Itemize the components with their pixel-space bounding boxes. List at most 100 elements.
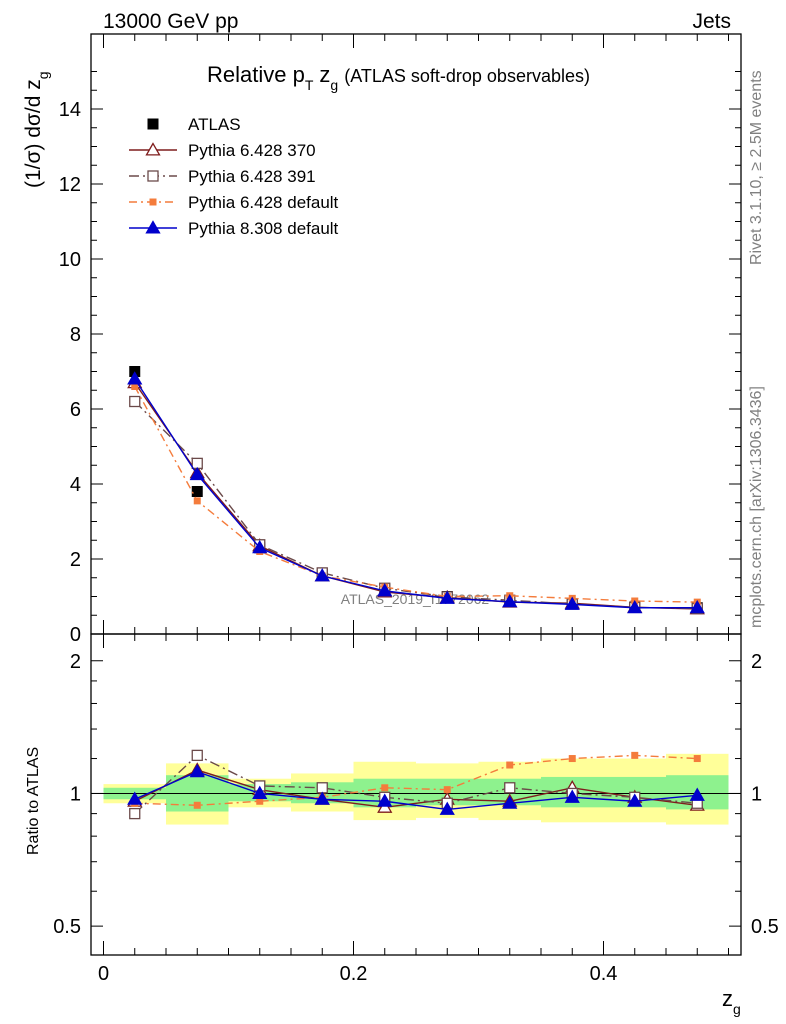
title-main: Relative p [207, 62, 305, 87]
x-tick-label: 0 [98, 963, 109, 985]
legend-label: ATLAS [188, 115, 241, 134]
title-suffix: (ATLAS soft-drop observables) [344, 66, 590, 86]
title-z-sub: g [330, 77, 338, 93]
pythia-8-308-default-ratio-point [564, 789, 580, 803]
ratio-y-tick-label-right: 2 [751, 651, 762, 673]
top-y-tick-label: 14 [59, 99, 81, 121]
legend-entry: Pythia 6.428 370 [129, 141, 316, 160]
pythia-8-308-default-ratio-point [502, 795, 518, 809]
legend-entry: Pythia 6.428 default [129, 193, 339, 212]
legend-entry: Pythia 8.308 default [129, 219, 339, 238]
y-label-top-sub: g [35, 71, 51, 79]
pythia-8-308-default-point [377, 583, 393, 597]
pythia-8-308-default-ratio-point [252, 785, 268, 799]
pythia-8-308-default-point [502, 593, 518, 608]
pythia-6-428-default-ratio-line [134, 754, 698, 806]
pythia-8-308-default-ratio-point [189, 763, 205, 778]
legend-marker [145, 142, 161, 156]
plot-title: Relative pT zg (ATLAS soft-drop observable… [207, 62, 590, 93]
pythia-6-428-391-point [129, 395, 141, 408]
pythia-8-308-default-point [564, 596, 580, 610]
pythia-6-428-391-ratio-point [129, 807, 141, 820]
pythia-6-428-391-line [134, 401, 698, 610]
pythia-8-308-default-point [252, 539, 268, 554]
pythia-6-428-370-line [134, 382, 698, 610]
pythia-6-428-391-ratio-line [134, 754, 698, 815]
ratio-y-tick-label-right: 0.5 [751, 916, 779, 938]
x-axis-label: zg [722, 986, 741, 1017]
top-y-tick-label: 6 [70, 399, 81, 421]
pythia-8-308-default-point [689, 599, 705, 614]
top-y-tick-label: 2 [70, 549, 81, 571]
ratio-panel-series [127, 749, 705, 820]
pythia-6-428-391-ratio-point [316, 782, 328, 794]
top-panel-series [127, 366, 705, 615]
legend-label: Pythia 6.428 default [188, 193, 339, 212]
pythia-6-428-default-ratio-point [443, 786, 451, 794]
y-axis-label-bottom: Ratio to ATLAS [25, 747, 42, 855]
pythia-6-428-default-ratio-point [506, 761, 514, 769]
pythia-6-428-370-ratio-line [134, 769, 698, 809]
top-y-tick-label: 10 [59, 249, 81, 271]
x-label-main: z [722, 986, 733, 1011]
rivet-label: Rivet 3.1.10, ≥ 2.5M events [748, 70, 765, 265]
top-y-tick-label: 4 [70, 474, 81, 496]
pythia-6-428-default-ratio-point [193, 801, 201, 809]
pythia-8-308-default-point [127, 371, 143, 385]
title-z: z [319, 62, 330, 87]
top-y-tick-label: 0 [70, 624, 81, 646]
top-series-pythia-6-428-default [131, 383, 701, 606]
pythia-6-428-default-ratio-point [693, 755, 701, 763]
legend-label: Pythia 6.428 391 [188, 167, 316, 186]
pythia-6-428-default-ratio-point [568, 755, 576, 763]
legend-marker [147, 170, 159, 182]
pythia-6-428-default-ratio-point [631, 751, 639, 759]
pythia-6-428-default-ratio-point [381, 784, 389, 792]
title-main-sub: T [305, 77, 314, 93]
pythia-6-428-default-ratio-point [256, 797, 264, 805]
ratio-y-tick-label: 1 [70, 783, 81, 805]
ratio-series-pythia-8-308-default [127, 763, 705, 815]
top-series-pythia-6-428-391 [129, 395, 703, 615]
pythia-8-308-default-line [134, 378, 698, 609]
legend: ATLAS Pythia 6.428 370 Pythia 6.428 391 Pyt… [129, 115, 339, 238]
pythia-6-428-default-point [193, 497, 201, 505]
pythia-8-308-default-ratio-point [377, 793, 393, 807]
legend-entry: ATLAS [147, 115, 241, 134]
pythia-8-308-default-point [627, 599, 643, 614]
legend-entry: Pythia 6.428 391 [129, 167, 316, 186]
header-left: 13000 GeV pp [103, 10, 238, 33]
pythia-8-308-default-ratio-line [134, 770, 698, 811]
pythia-8-308-default-ratio-point [314, 791, 330, 805]
pythia-8-308-default-point [314, 568, 330, 582]
ratio-y-tick-label: 0.5 [53, 916, 81, 938]
top-series-pythia-8-308-default [127, 371, 705, 614]
pythia-8-308-default-ratio-point [439, 801, 455, 815]
pythia-6-428-391-ratio-point [504, 782, 516, 794]
mcplots-label: mcplots.cern.ch [arXiv:1306.3436] [748, 386, 765, 628]
pythia-6-428-default-point [131, 383, 139, 390]
legend-label: Pythia 8.308 default [188, 219, 339, 238]
x-tick-label: 0.4 [590, 963, 618, 985]
x-label-sub: g [733, 1001, 741, 1017]
legend-marker [145, 220, 161, 234]
ratio-y-tick-label-right: 1 [751, 783, 762, 805]
top-y-tick-label: 12 [59, 174, 81, 196]
legend-marker [149, 198, 157, 206]
pythia-8-308-default-ratio-point [689, 787, 705, 801]
pythia-8-308-default-point [439, 590, 455, 604]
header-right: Jets [692, 10, 731, 33]
y-label-top-main: (1/σ) dσ/d z [22, 79, 45, 188]
legend-atlas-marker [147, 118, 159, 130]
top-y-tick-label: 8 [70, 324, 81, 346]
pythia-8-308-default-ratio-point [627, 793, 643, 807]
pythia-6-428-default-line [134, 386, 698, 603]
atlas-point [191, 486, 203, 497]
pythia-8-308-default-ratio-point [127, 791, 143, 805]
legend-label: Pythia 6.428 370 [188, 141, 316, 160]
x-tick-label: 0.2 [340, 963, 368, 985]
pythia-8-308-default-point [189, 466, 205, 481]
ratio-y-tick-label: 2 [70, 651, 81, 673]
